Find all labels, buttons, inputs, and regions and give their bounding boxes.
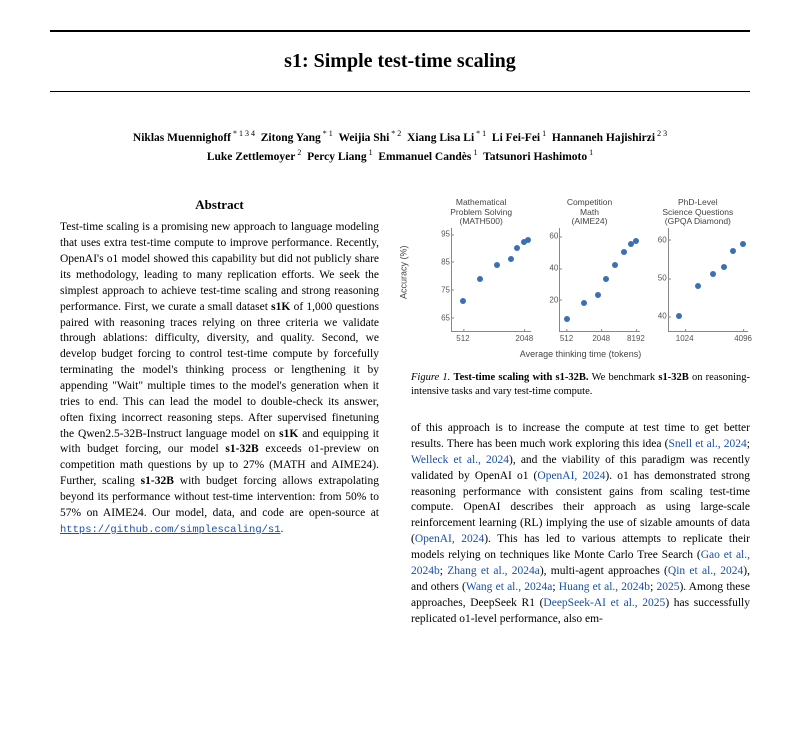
y-axis-label: Accuracy (%) bbox=[398, 246, 410, 300]
data-point bbox=[514, 245, 520, 251]
chart-panel-2: PhD-Level Science Questions (GPQA Diamon… bbox=[646, 196, 750, 346]
data-point bbox=[676, 313, 682, 319]
data-point bbox=[460, 298, 466, 304]
data-point bbox=[633, 238, 639, 244]
data-point bbox=[612, 262, 618, 268]
paper-title: s1: Simple test-time scaling bbox=[50, 50, 750, 73]
data-point bbox=[595, 292, 601, 298]
authors-block: Niklas Muennighoff * 1 3 4 Zitong Yang *… bbox=[50, 128, 750, 166]
figure-caption: Figure 1. Test-time scaling with s1-32B.… bbox=[411, 371, 750, 399]
column-body-text: of this approach is to increase the comp… bbox=[411, 421, 750, 627]
abstract-body: Test-time scaling is a promising new app… bbox=[50, 220, 389, 537]
figure-1: Accuracy (%) Mathematical Problem Solvin… bbox=[411, 196, 750, 399]
data-point bbox=[525, 237, 531, 243]
data-point bbox=[564, 316, 570, 322]
data-point bbox=[740, 241, 746, 247]
authors-line-1: Niklas Muennighoff * 1 3 4 Zitong Yang *… bbox=[50, 128, 750, 147]
data-point bbox=[508, 256, 514, 262]
chart-panel-0: Mathematical Problem Solving (MATH500) 6… bbox=[429, 196, 533, 346]
data-point bbox=[721, 264, 727, 270]
data-point bbox=[581, 300, 587, 306]
data-point bbox=[730, 248, 736, 254]
abstract-heading: Abstract bbox=[50, 196, 389, 214]
x-axis-label: Average thinking time (tokens) bbox=[411, 348, 750, 360]
authors-line-2: Luke Zettlemoyer 2 Percy Liang 1 Emmanue… bbox=[50, 147, 750, 166]
data-point bbox=[494, 262, 500, 268]
data-point bbox=[710, 271, 716, 277]
chart-panel-1: Competition Math (AIME24) 20406051220488… bbox=[537, 196, 641, 346]
data-point bbox=[603, 276, 609, 282]
data-point bbox=[477, 276, 483, 282]
data-point bbox=[621, 249, 627, 255]
data-point bbox=[695, 283, 701, 289]
